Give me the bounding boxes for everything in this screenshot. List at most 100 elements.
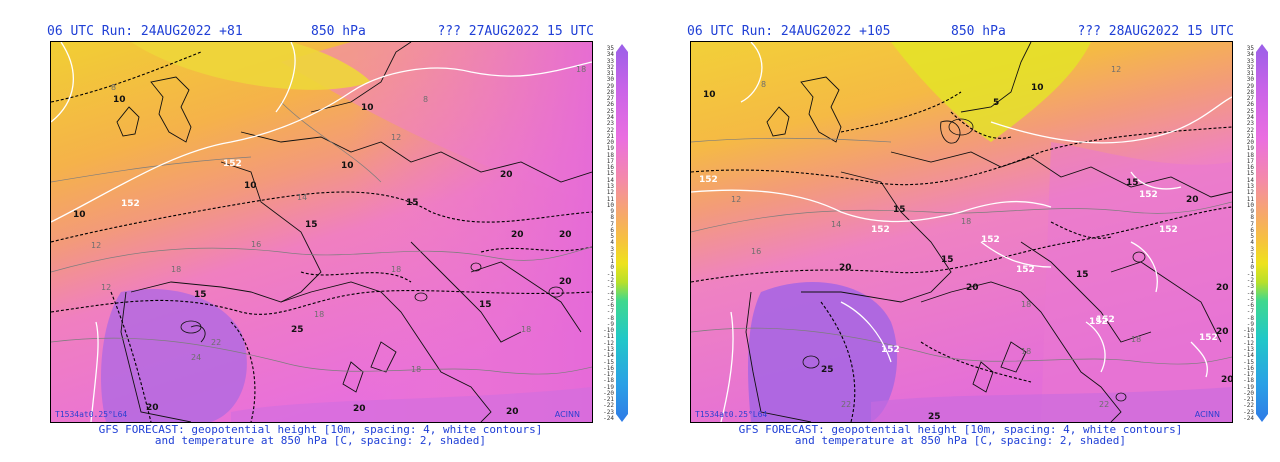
colorbar-tick-label: 26: [606, 101, 614, 109]
colorbar-tick-label: 22: [1246, 126, 1254, 134]
colorbar-tick-label: 25: [606, 107, 614, 115]
isotherm-label: 20: [559, 230, 572, 240]
colorbar-tick-label: -22: [1243, 402, 1254, 410]
colorbar-tick-label: -21: [1243, 396, 1254, 404]
colorbar-tick-label: -22: [603, 402, 614, 410]
colorbar-tick-label: -14: [603, 352, 614, 360]
minor-isotherm-label: 18: [411, 365, 421, 374]
geopotential-label: 152: [1089, 317, 1108, 327]
pressure-level-label: 850 hPa: [951, 24, 1006, 39]
colorbar-tick-label: 27: [1246, 95, 1254, 103]
colorbar-ticks: 35 34 33 32 31 30 29 28 27 26 25 24 23 22 21 20 19 18 17 16…: [1238, 44, 1254, 422]
minor-isotherm-contours: [691, 137, 1232, 365]
panel-header: 06 UTC Run: 24AUG2022 +105 850 hPa ??? 2…: [687, 24, 1234, 40]
coastlines: [116, 42, 592, 422]
colorbar-tick-label: -8: [1246, 314, 1254, 322]
colorbar-tick-label: 19: [606, 145, 614, 153]
colorbar-tick-label: 20: [606, 139, 614, 147]
colorbar-tick-label: -2: [606, 277, 614, 285]
pressure-level-label: 850 hPa: [311, 24, 366, 39]
colorbar-tick-label: 30: [1246, 76, 1254, 84]
isotherm-label: 20: [500, 170, 513, 180]
colorbar-tick-label: 29: [606, 82, 614, 90]
contour-value-labels: 10 10 10 10 10 15 15 15 15 20 20 20 20 2…: [73, 65, 586, 417]
colorbar-tick-label: -24: [603, 415, 614, 422]
colorbar-tick-label: -6: [1246, 302, 1254, 310]
colorbar-tick-label: -5: [1246, 295, 1254, 303]
minor-isotherm-label: 22: [841, 400, 851, 409]
isotherm-label: 20: [1216, 327, 1229, 337]
minor-isotherm-label: 18: [576, 65, 586, 74]
caption-line: GFS FORECAST: geopotential height [10m, …: [98, 423, 543, 436]
colorbar-tick-label: 20: [1246, 139, 1254, 147]
isotherm-label: 20: [353, 404, 366, 414]
minor-isotherm-label: 24: [191, 353, 201, 362]
cool-air-mass: [891, 42, 1091, 142]
colorbar-tick-label: -11: [603, 333, 614, 341]
colorbar-tick-label: 12: [1246, 189, 1254, 197]
run-label: 06 UTC Run: 24AUG2022 +105: [687, 24, 891, 39]
minor-isotherm-label: 18: [391, 265, 401, 274]
minor-isotherm-label: 18: [1131, 335, 1141, 344]
geopotential-contours: [691, 42, 1232, 422]
colorbar-tick-label: -12: [1243, 339, 1254, 347]
colorbar-tick-label: -17: [603, 371, 614, 379]
run-label: 06 UTC Run: 24AUG2022 +81: [47, 24, 243, 39]
caption-line: GFS FORECAST: geopotential height [10m, …: [738, 423, 1183, 436]
colorbar-tick-label: 5: [1250, 233, 1254, 241]
colorbar-tick-label: 13: [606, 182, 614, 190]
colorbar-tick-label: 28: [606, 88, 614, 96]
colorbar-tick-label: 35: [606, 45, 614, 52]
minor-isotherm-label: 18: [961, 217, 971, 226]
colorbar-tick-label: 14: [606, 176, 614, 184]
minor-isotherm-label: 18: [521, 325, 531, 334]
minor-isotherm-label: 12: [731, 195, 741, 204]
colorbar-tick-label: 9: [610, 208, 614, 216]
isotherm-label: 25: [928, 412, 941, 422]
colorbar-tick-label: 34: [606, 51, 614, 59]
colorbar-tick-label: 11: [606, 195, 614, 203]
coastlines: [745, 42, 1232, 422]
colorbar-tick-label: 31: [1246, 70, 1254, 78]
isotherm-label: 10: [113, 95, 126, 105]
colorbar-tick-label: 30: [606, 76, 614, 84]
colorbar-tick-label: -13: [603, 346, 614, 354]
colorbar-tick-label: 25: [1246, 107, 1254, 115]
colorbar-tick-label: 28: [1246, 88, 1254, 96]
colorbar-tick-label: -17: [1243, 371, 1254, 379]
colorbar-tick-label: -8: [606, 314, 614, 322]
colorbar-tick-label: -14: [1243, 352, 1254, 360]
colorbar-tick-label: 6: [610, 226, 614, 234]
isotherm-contours: [691, 91, 1232, 422]
colorbar-tick-label: 6: [1250, 226, 1254, 234]
colorbar-tick-label: 10: [1246, 201, 1254, 209]
minor-isotherm-label: 14: [297, 193, 307, 202]
minor-isotherm-label: 18: [1021, 300, 1031, 309]
colorbar-tick-label: -23: [1243, 408, 1254, 416]
isotherm-label: 15: [194, 290, 207, 300]
colorbar-tick-label: -1: [606, 270, 614, 278]
isotherm-label: 10: [1031, 83, 1044, 93]
geopotential-label: 152: [1096, 315, 1115, 325]
isotherm-label: 20: [1186, 195, 1199, 205]
colorbar-tick-label: 27: [606, 95, 614, 103]
minor-isotherm-label: 8: [111, 83, 116, 92]
colorbar-tick-label: 34: [1246, 51, 1254, 59]
geopotential-label: 152: [981, 235, 1000, 245]
colorbar-tick-label: -11: [1243, 333, 1254, 341]
colorbar-tick-label: -23: [603, 408, 614, 416]
isotherm-label: 10: [341, 161, 354, 171]
isotherm-label: 10: [361, 103, 374, 113]
temperature-colorbar: [1256, 44, 1268, 422]
colorbar-tick-label: 29: [1246, 82, 1254, 90]
colorbar-tick-label: 0: [610, 264, 614, 272]
colorbar-tick-label: 2: [1250, 251, 1254, 259]
colorbar-tick-label: -1: [1246, 270, 1254, 278]
isotherm-contours: [51, 51, 592, 422]
forecast-map: 10 10 5 15 15 15 15 20 20 20 20 20 20 25…: [690, 41, 1233, 423]
plot-code: T1534at0.25°L64: [695, 410, 768, 419]
closed-contours: [802, 118, 1146, 402]
credit-label: ACINN: [554, 410, 580, 419]
colorbar-tick-label: -21: [603, 396, 614, 404]
colorbar-tick-label: 24: [606, 113, 614, 121]
